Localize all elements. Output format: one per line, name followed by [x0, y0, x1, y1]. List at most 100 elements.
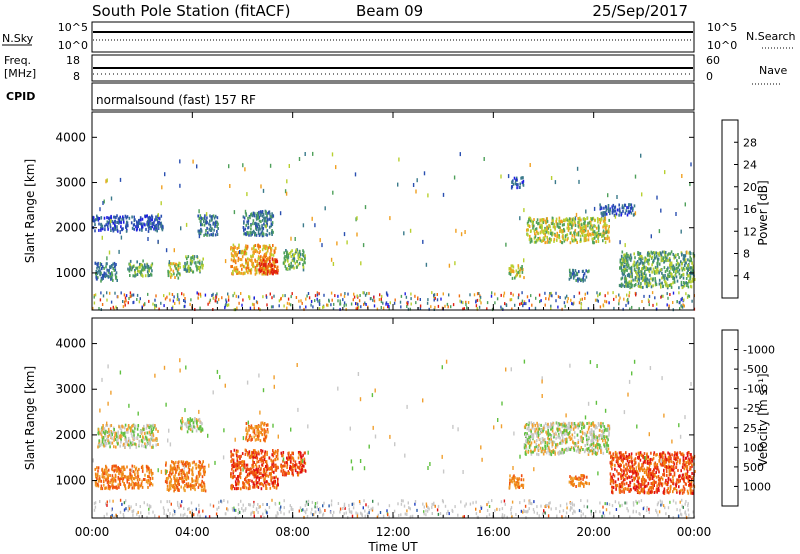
- power-cell: [122, 220, 125, 224]
- power-cell: [283, 256, 286, 260]
- power-cell: [628, 283, 630, 287]
- power-cell: [602, 229, 605, 233]
- power-cell: [339, 299, 341, 303]
- power-cell: [560, 228, 563, 232]
- power-cell: [306, 294, 308, 298]
- power-cell: [135, 225, 137, 229]
- velocity-cell: [148, 475, 150, 479]
- power-cell: [407, 307, 410, 311]
- power-cell: [666, 292, 668, 296]
- velocity-cell: [261, 482, 264, 486]
- power-cell: [328, 299, 330, 303]
- velocity-cell: [590, 430, 593, 434]
- power-cell: [139, 297, 141, 301]
- velocity-cell: [100, 432, 103, 436]
- velocity-cell: [232, 460, 235, 464]
- velocity-cell: [197, 464, 200, 468]
- velocity-cell: [133, 434, 135, 438]
- power-cell: [275, 260, 277, 264]
- velocity-cell: [178, 476, 181, 480]
- power-cell: [582, 276, 584, 280]
- power-cell: [214, 223, 217, 227]
- power-cell: [576, 166, 579, 171]
- velocity-cell: [241, 460, 244, 464]
- power-cell: [185, 222, 188, 227]
- power-cell: [538, 293, 541, 297]
- power-cell: [546, 238, 549, 242]
- power-cell: [615, 295, 617, 299]
- velocity-cell: [567, 448, 570, 452]
- power-cell: [106, 178, 108, 183]
- velocity-cell: [290, 454, 292, 457]
- power-cell: [578, 179, 580, 184]
- power-cell: [660, 295, 662, 299]
- power-cell: [583, 236, 586, 240]
- velocity-cell: [240, 468, 242, 472]
- power-cell: [271, 212, 273, 216]
- power-cell: [511, 185, 514, 188]
- power-cell: [159, 217, 161, 221]
- power-cell: [644, 258, 646, 262]
- power-cell: [573, 231, 575, 235]
- velocity-cell: [264, 429, 266, 433]
- power-cell: [592, 233, 594, 237]
- power-cell: [137, 269, 139, 273]
- velocity-cell: [584, 433, 586, 437]
- velocity-cell: [590, 424, 592, 427]
- power-cell: [168, 260, 171, 265]
- velocity-cell: [530, 430, 532, 434]
- velocity-cell: [133, 470, 136, 474]
- velocity-cell: [547, 447, 549, 451]
- power-cell: [162, 226, 164, 230]
- power-cell: [427, 298, 429, 302]
- velocity-cell: [187, 482, 190, 486]
- velocity-cell: [166, 484, 169, 488]
- power-cell: [667, 296, 669, 300]
- power-cell: [550, 307, 552, 311]
- velocity-cell: [535, 427, 537, 431]
- power-cell: [271, 257, 274, 261]
- power-cell: [587, 221, 589, 225]
- velocity-cell: [204, 470, 206, 474]
- power-cell: [541, 218, 544, 221]
- velocity-cell: [110, 424, 113, 427]
- power-cell: [233, 259, 236, 263]
- power-cell: [558, 219, 560, 223]
- velocity-cell: [137, 486, 139, 490]
- power-cell: [259, 264, 262, 268]
- power-cell: [344, 292, 346, 295]
- power-cell: [530, 294, 532, 298]
- velocity-cell: [146, 423, 148, 427]
- power-cell: [683, 268, 686, 272]
- power-cell: [689, 277, 691, 281]
- velocity-cell: [508, 485, 511, 489]
- velocity-cell: [169, 480, 171, 484]
- power-cell: [679, 276, 681, 280]
- velocity-cell: [287, 470, 290, 474]
- power-cell: [656, 307, 658, 311]
- velocity-cell: [106, 437, 108, 441]
- power-cell: [267, 246, 269, 250]
- power-cell: [275, 270, 278, 274]
- velocity-cell: [269, 486, 272, 490]
- velocity-cell: [272, 459, 275, 463]
- velocity-cell: [130, 427, 132, 430]
- power-cell: [639, 285, 641, 289]
- velocity-cell: [111, 477, 113, 481]
- velocity-cell: [189, 419, 191, 423]
- velocity-cell: [252, 451, 254, 455]
- velocity-cell: [232, 453, 235, 457]
- power-cell: [179, 183, 181, 188]
- velocity-cell: [109, 485, 112, 489]
- velocity-cell: [167, 476, 169, 480]
- velocity-cell: [190, 487, 192, 491]
- velocity-cell: [527, 450, 529, 454]
- power-cell: [213, 228, 215, 232]
- power-cell: [521, 265, 523, 268]
- power-cell: [657, 259, 659, 263]
- velocity-cell: [190, 468, 193, 472]
- velocity-cell: [149, 443, 151, 447]
- power-cell: [113, 215, 115, 219]
- power-cell: [517, 296, 520, 300]
- velocity-cell: [299, 461, 302, 465]
